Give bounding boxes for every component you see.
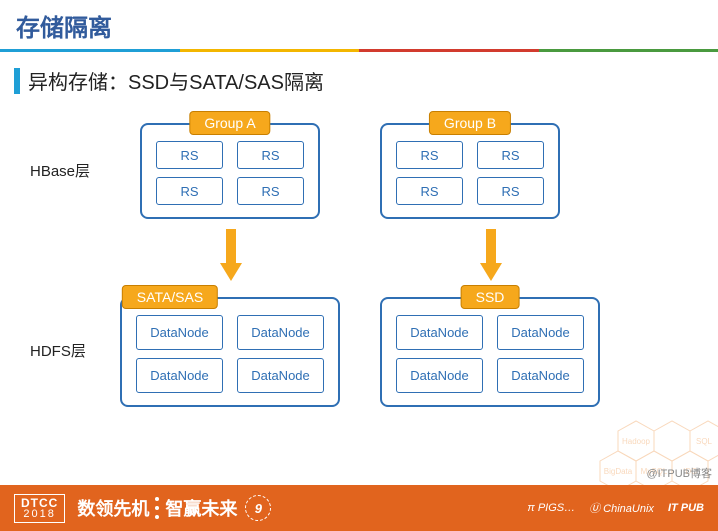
rs-node: RS	[156, 177, 223, 205]
datanode: DataNode	[396, 315, 483, 350]
slogan-a: 数领先机	[77, 495, 149, 521]
datanode: DataNode	[237, 315, 324, 350]
brand-item: IT PUB	[668, 502, 704, 514]
datanode: DataNode	[136, 358, 223, 393]
group-a-box: Group A RS RS RS RS	[140, 123, 320, 219]
datanode: DataNode	[136, 315, 223, 350]
svg-text:SQL: SQL	[696, 437, 713, 446]
group-sata-tag: SATA/SAS	[122, 285, 218, 309]
svg-text:BigData: BigData	[604, 467, 633, 476]
group-b-tag: Group B	[429, 111, 511, 135]
datanode: DataNode	[497, 315, 584, 350]
group-sata-grid: DataNode DataNode DataNode DataNode	[122, 299, 338, 405]
footer-slogan: 数领先机 智赢未来 9	[77, 495, 271, 521]
arrow-b	[480, 229, 502, 283]
group-sata-box: SATA/SAS DataNode DataNode DataNode Data…	[120, 297, 340, 407]
strip-seg	[359, 49, 539, 52]
rs-node: RS	[237, 177, 304, 205]
nine-badge: 9	[245, 495, 271, 521]
footer-brands: π PIGS… Ⓤ ChinaUnix IT PUB	[527, 500, 704, 516]
footer-bar: DTCC 2018 数领先机 智赢未来 9 π PIGS… Ⓤ ChinaUni…	[0, 485, 718, 531]
page-title: 存储隔离	[16, 8, 702, 43]
brand-item: π PIGS…	[527, 502, 575, 514]
brand-item: Ⓤ ChinaUnix	[589, 500, 654, 516]
dtcc-badge: DTCC 2018	[14, 494, 65, 523]
group-ssd-tag: SSD	[461, 285, 520, 309]
layer-label-hbase: HBase层	[30, 160, 90, 181]
watermark: @ITPUB博客	[646, 465, 712, 481]
subtitle-text: 异构存储：SSD与SATA/SAS隔离	[28, 66, 324, 95]
strip-seg	[539, 49, 718, 52]
dot-separator	[155, 497, 159, 519]
svg-text:Hadoop: Hadoop	[622, 437, 651, 446]
color-strip	[0, 49, 718, 52]
rs-node: RS	[477, 177, 544, 205]
group-a-tag: Group A	[189, 111, 270, 135]
rs-node: RS	[396, 177, 463, 205]
slogan-b: 智赢未来	[165, 495, 237, 521]
rs-node: RS	[396, 141, 463, 169]
subtitle-row: 异构存储：SSD与SATA/SAS隔离	[14, 66, 704, 95]
group-b-grid: RS RS RS RS	[382, 125, 558, 217]
strip-seg	[180, 49, 360, 52]
datanode: DataNode	[237, 358, 324, 393]
strip-seg	[0, 49, 180, 52]
layer-label-hdfs: HDFS层	[30, 340, 86, 361]
dtcc-year: 2018	[21, 509, 58, 520]
subtitle-bar	[14, 68, 20, 94]
arrow-a	[220, 229, 242, 283]
rs-node: RS	[156, 141, 223, 169]
group-b-box: Group B RS RS RS RS	[380, 123, 560, 219]
group-a-grid: RS RS RS RS	[142, 125, 318, 217]
title-bar: 存储隔离	[0, 0, 718, 49]
rs-node: RS	[237, 141, 304, 169]
rs-node: RS	[477, 141, 544, 169]
dtcc-top: DTCC	[21, 497, 58, 509]
